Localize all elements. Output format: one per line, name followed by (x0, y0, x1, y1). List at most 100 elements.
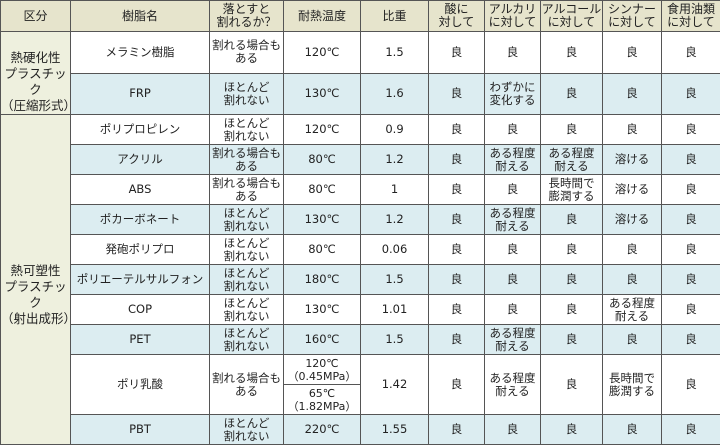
gravity-cell: 1.01 (361, 295, 429, 325)
resin-name-cell: ポカーボネート (71, 205, 210, 235)
heat-resistance-cell: 65℃ （1.82MPa） (284, 385, 361, 415)
acid-cell: 良 (429, 325, 485, 355)
heat-resistance-cell: 80℃ (284, 235, 361, 265)
oil-cell: 良 (662, 175, 720, 205)
header-thinner: シンナー に対して (603, 1, 662, 32)
drop-break-cell: ほとんど 割れない (210, 205, 284, 235)
heat-resistance-cell: 160℃ (284, 325, 361, 355)
alcohol-cell: 良 (541, 325, 603, 355)
acid-cell: 良 (429, 415, 485, 445)
gravity-cell: 1.5 (361, 265, 429, 295)
drop-break-cell: ほとんど 割れない (210, 295, 284, 325)
alkali-cell: ある程度 耐える (485, 145, 541, 175)
gravity-cell: 0.06 (361, 235, 429, 265)
acid-cell: 良 (429, 355, 485, 415)
thinner-cell: ある程度 耐える (603, 295, 662, 325)
heat-resistance-cell: 120℃ (284, 32, 361, 74)
acid-cell: 良 (429, 205, 485, 235)
alkali-cell: 良 (485, 415, 541, 445)
acid-cell: 良 (429, 265, 485, 295)
alcohol-cell: 良 (541, 355, 603, 415)
drop-break-cell: ほとんど 割れない (210, 73, 284, 115)
gravity-cell: 1.2 (361, 205, 429, 235)
gravity-cell: 1.6 (361, 73, 429, 115)
alcohol-cell: 良 (541, 115, 603, 145)
alkali-cell: 良 (485, 295, 541, 325)
thinner-cell: 溶ける (603, 175, 662, 205)
category-cell: 熱硬化性 プラスチック （圧縮形式） (1, 32, 71, 115)
oil-cell: 良 (662, 325, 720, 355)
header-resin-name: 樹脂名 (71, 1, 210, 32)
acid-cell: 良 (429, 295, 485, 325)
alkali-cell: 良 (485, 115, 541, 145)
heat-resistance-cell: 120℃ (284, 115, 361, 145)
alcohol-cell: ある程度 耐える (541, 145, 603, 175)
resin-name-cell: PET (71, 325, 210, 355)
thinner-cell: 良 (603, 415, 662, 445)
heat-resistance-cell: 80℃ (284, 145, 361, 175)
acid-cell: 良 (429, 235, 485, 265)
oil-cell: 良 (662, 205, 720, 235)
acid-cell: 良 (429, 175, 485, 205)
drop-break-cell: ほとんど 割れない (210, 115, 284, 145)
thinner-cell: 良 (603, 325, 662, 355)
drop-break-cell: ほとんど 割れない (210, 325, 284, 355)
thinner-cell: 良 (603, 265, 662, 295)
heat-resistance-cell: 180℃ (284, 265, 361, 295)
header-row: 区分樹脂名落とすと 割れるか？耐熱温度比重酸に 対してアルカリ に対してアルコー… (1, 1, 720, 32)
gravity-cell: 1.55 (361, 415, 429, 445)
oil-cell: 良 (662, 355, 720, 415)
resin-name-cell: ABS (71, 175, 210, 205)
drop-break-cell: 割れる場合も ある (210, 145, 284, 175)
alcohol-cell: 良 (541, 265, 603, 295)
alcohol-cell: 長時間で 膨潤する (541, 175, 603, 205)
oil-cell: 良 (662, 32, 720, 74)
gravity-cell: 1.42 (361, 355, 429, 415)
acid-cell: 良 (429, 145, 485, 175)
oil-cell: 良 (662, 265, 720, 295)
oil-cell: 良 (662, 115, 720, 145)
drop-break-cell: ほとんど 割れない (210, 415, 284, 445)
gravity-cell: 1.5 (361, 32, 429, 74)
header-specific-gravity: 比重 (361, 1, 429, 32)
drop-break-cell: 割れる場合も ある (210, 175, 284, 205)
header-drop-break: 落とすと 割れるか？ (210, 1, 284, 32)
alcohol-cell: 良 (541, 235, 603, 265)
acid-cell: 良 (429, 32, 485, 74)
resin-name-cell: FRP (71, 73, 210, 115)
thinner-cell: 良 (603, 32, 662, 74)
resin-name-cell: アクリル (71, 145, 210, 175)
oil-cell: 良 (662, 295, 720, 325)
resin-name-cell: PBT (71, 415, 210, 445)
header-category: 区分 (1, 1, 71, 32)
acid-cell: 良 (429, 115, 485, 145)
resin-name-cell: COP (71, 295, 210, 325)
heat-resistance-cell: 130℃ (284, 295, 361, 325)
resin-name-cell: メラミン樹脂 (71, 32, 210, 74)
heat-resistance-cell: 130℃ (284, 73, 361, 115)
alcohol-cell: 良 (541, 205, 603, 235)
oil-cell: 良 (662, 73, 720, 115)
category-cell: 熱可塑性 プラスチック （射出成形） (1, 115, 71, 445)
alkali-cell: 良 (485, 235, 541, 265)
resin-name-cell: ポリプロピレン (71, 115, 210, 145)
header-acid: 酸に 対して (429, 1, 485, 32)
heat-resistance-cell: 80℃ (284, 175, 361, 205)
header-heat-resistance: 耐熱温度 (284, 1, 361, 32)
heat-resistance-cell: 220℃ (284, 415, 361, 445)
alcohol-cell: 良 (541, 295, 603, 325)
header-alkali: アルカリ に対して (485, 1, 541, 32)
alkali-cell: 良 (485, 175, 541, 205)
resin-name-cell: ポリエーテルサルフォン (71, 265, 210, 295)
drop-break-cell: 割れる場合も ある (210, 355, 284, 415)
